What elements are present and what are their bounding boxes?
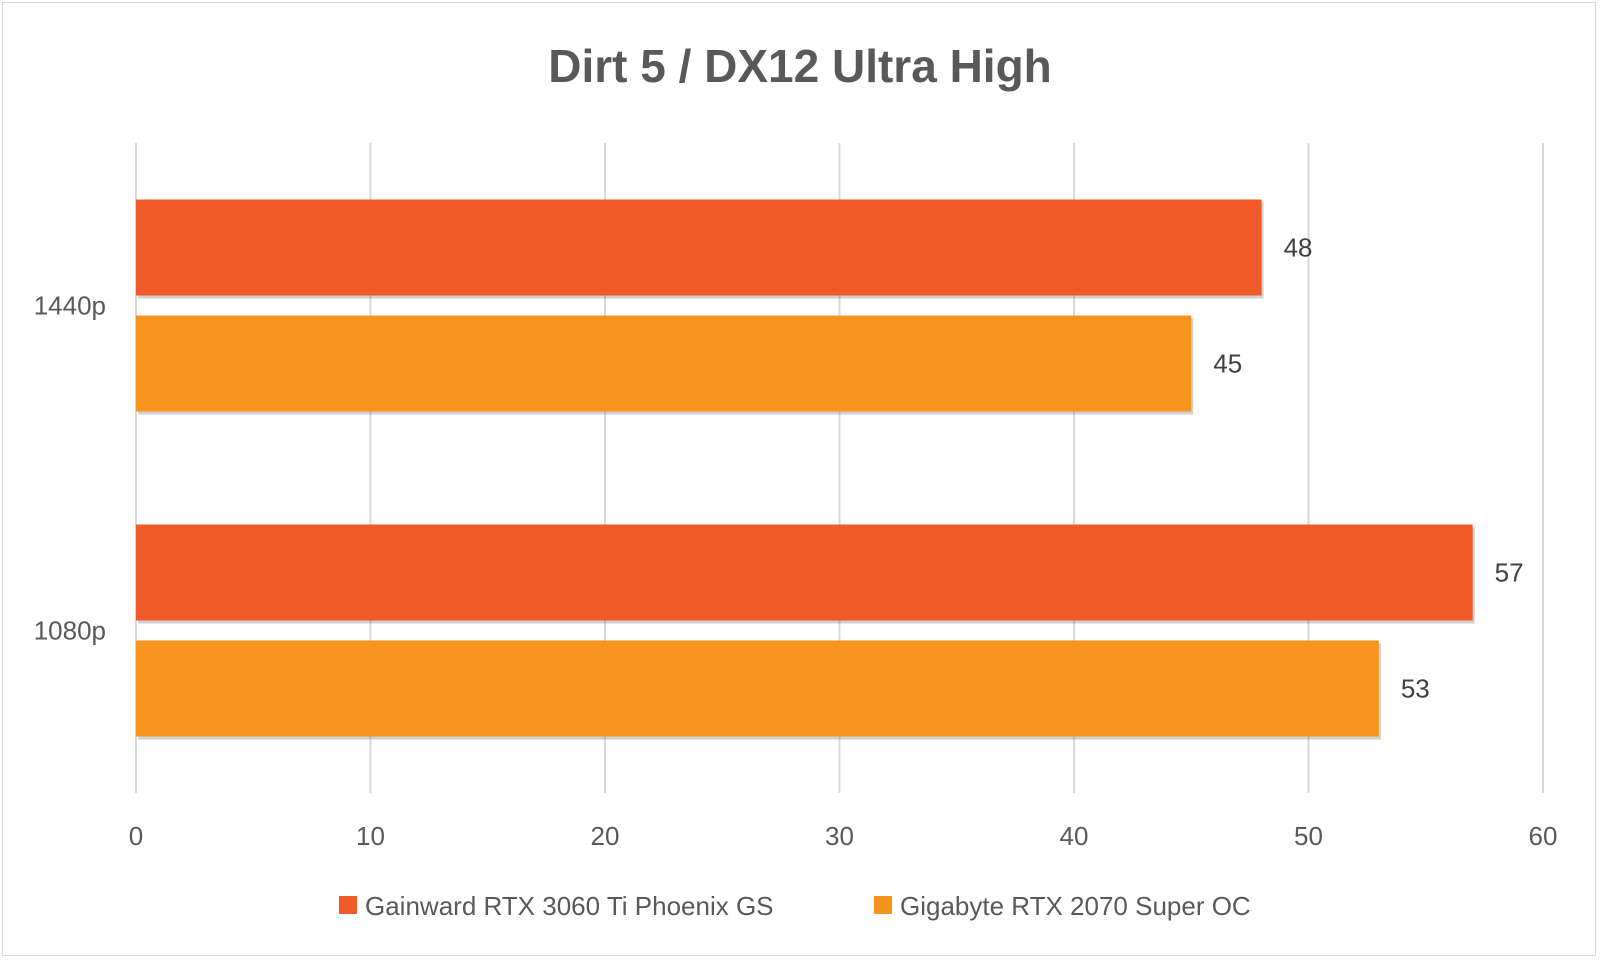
x-tick-label: 40 bbox=[1060, 821, 1089, 851]
legend-swatch bbox=[339, 896, 357, 914]
data-label: 48 bbox=[1284, 233, 1313, 263]
bar bbox=[136, 199, 1262, 296]
category-label: 1440p bbox=[34, 291, 106, 321]
data-label: 57 bbox=[1495, 558, 1524, 588]
data-label: 45 bbox=[1213, 349, 1242, 379]
legend: Gainward RTX 3060 Ti Phoenix GS Gigabyte … bbox=[339, 891, 1251, 921]
bar bbox=[136, 315, 1192, 412]
legend-label: Gigabyte RTX 2070 Super OC bbox=[900, 891, 1251, 921]
bar bbox=[136, 640, 1379, 737]
chart-title: Dirt 5 / DX12 Ultra High bbox=[548, 40, 1052, 92]
x-tick-label: 0 bbox=[129, 821, 143, 851]
x-tick-label: 30 bbox=[825, 821, 854, 851]
y-axis-categories: 1440p 1080p bbox=[34, 291, 106, 646]
x-tick-label: 50 bbox=[1294, 821, 1323, 851]
x-axis-ticks: 0 10 20 30 40 50 60 bbox=[129, 821, 1558, 851]
bars bbox=[136, 199, 1475, 740]
x-tick-label: 60 bbox=[1529, 821, 1558, 851]
x-tick-label: 10 bbox=[356, 821, 385, 851]
legend-swatch bbox=[874, 896, 892, 914]
legend-label: Gainward RTX 3060 Ti Phoenix GS bbox=[365, 891, 774, 921]
data-labels: 48 45 57 53 bbox=[1213, 233, 1523, 704]
x-tick-label: 20 bbox=[591, 821, 620, 851]
category-label: 1080p bbox=[34, 616, 106, 646]
bar bbox=[136, 524, 1473, 621]
data-label: 53 bbox=[1401, 674, 1430, 704]
